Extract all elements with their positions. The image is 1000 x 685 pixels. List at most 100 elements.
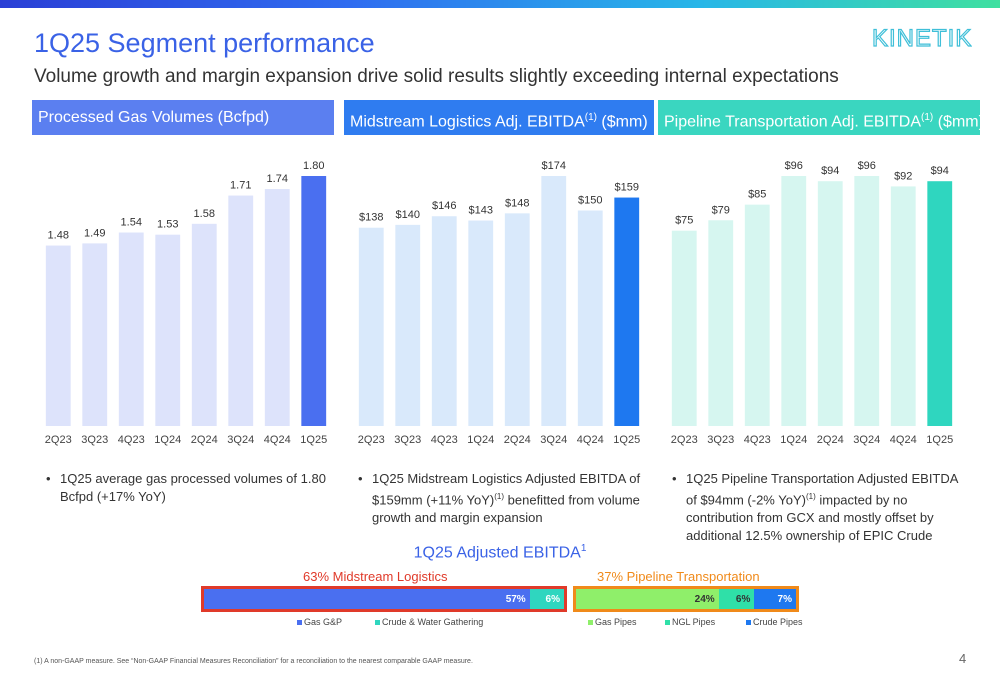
- x-tick-label-3Q24: 3Q24: [853, 434, 880, 446]
- legend-swatch: [588, 620, 593, 626]
- legend-gas-pipes: Gas Pipes: [588, 617, 637, 627]
- ebitda-mix-title-text: 1Q25 Adjusted EBITDA: [413, 544, 581, 562]
- gas-volumes-bullet: • 1Q25 average gas processed volumes of …: [46, 470, 336, 506]
- x-tick-label-1Q25: 1Q25: [613, 434, 640, 446]
- data-label-4Q23: 1.54: [121, 217, 142, 229]
- segment-ngl-pipes: 6%: [718, 589, 755, 609]
- slide-title: 1Q25 Segment performance: [34, 28, 375, 58]
- x-tick-label-3Q23: 3Q23: [81, 434, 108, 446]
- segment-gas-gp: 57%: [204, 589, 530, 609]
- x-tick-label-1Q24: 1Q24: [780, 434, 807, 446]
- top-gradient-bar: [0, 0, 1000, 8]
- data-label-4Q23: $146: [432, 200, 456, 212]
- legend-crude-pipes: Crude Pipes: [746, 617, 803, 627]
- panel-header-text: Processed Gas Volumes (Bcfpd): [38, 109, 270, 126]
- midstream-ebitda-chart: $138 2Q23 $140 3Q23 $146 4Q23 $143 1Q24 $148 2Q24…: [353, 148, 655, 456]
- bullet-text: 1Q25 Midstream Logistics Adjusted EBITDA…: [372, 471, 641, 508]
- bar-3Q24: [854, 176, 880, 426]
- pipeline-share-label: 37% Pipeline Transportation: [597, 569, 760, 584]
- x-tick-label-4Q23: 4Q23: [744, 434, 771, 446]
- footnote-marker: (1): [584, 112, 597, 123]
- panel-header-text: Midstream Logistics Adj. EBITDA: [350, 113, 585, 131]
- pipeline-ebitda-chart-svg: $75 2Q23 $79 3Q23 $85 4Q23 $96 1Q24 $94 2Q24 $96 3Q…: [671, 160, 953, 446]
- panel-header-gas-volumes: Processed Gas Volumes (Bcfpd): [32, 100, 334, 135]
- legend-swatch: [665, 620, 670, 626]
- midstream-stacked-bar: 57% 6%: [201, 586, 567, 612]
- legend-text: NGL Pipes: [672, 617, 716, 627]
- footnote-marker: (1): [805, 492, 816, 501]
- data-label-2Q24: 1.58: [194, 208, 215, 220]
- data-label-1Q24: 1.53: [157, 219, 178, 231]
- x-tick-label-4Q24: 4Q24: [577, 434, 604, 446]
- data-label-1Q25: $159: [615, 182, 639, 194]
- x-tick-label-1Q24: 1Q24: [467, 434, 494, 446]
- midstream-ebitda-chart-svg: $138 2Q23 $140 3Q23 $146 4Q23 $143 1Q24 $148 2Q24…: [358, 160, 640, 446]
- panel-header-midstream: Midstream Logistics Adj. EBITDA(1) ($mm): [344, 100, 654, 135]
- data-label-3Q24: 1.71: [230, 180, 251, 192]
- bar-3Q23: [82, 243, 108, 426]
- bar-4Q23: [744, 204, 770, 426]
- legend-crude-water: Crude & Water Gathering: [375, 617, 483, 627]
- footnote-marker: (1): [921, 112, 934, 123]
- bar-2Q23: [358, 227, 384, 426]
- data-label-4Q24: $150: [578, 194, 602, 206]
- panel-header-unit: ($mm): [933, 113, 984, 131]
- bar-1Q25: [927, 181, 953, 426]
- x-tick-label-2Q24: 2Q24: [817, 434, 844, 446]
- bullet-text: 1Q25 average gas processed volumes of 1.…: [60, 471, 326, 504]
- bar-4Q23: [118, 232, 144, 426]
- bullet-dot: •: [358, 471, 363, 486]
- data-label-2Q24: $94: [821, 165, 839, 177]
- bar-4Q24: [890, 186, 916, 426]
- bullet-dot: •: [46, 471, 51, 486]
- footnote: (1) A non-GAAP measure. See “Non-GAAP Fi…: [34, 658, 473, 665]
- midstream-share-label: 63% Midstream Logistics: [303, 569, 448, 584]
- bar-3Q23: [708, 220, 734, 426]
- x-tick-label-2Q24: 2Q24: [191, 434, 218, 446]
- x-tick-label-3Q24: 3Q24: [227, 434, 254, 446]
- bar-3Q24: [228, 195, 254, 426]
- data-label-3Q23: $140: [396, 209, 420, 221]
- gas-volumes-chart-svg: 1.48 2Q23 1.49 3Q23 1.54 4Q23 1.53 1Q24 1.58 2Q24…: [45, 160, 327, 446]
- data-label-4Q24: $92: [894, 170, 912, 182]
- legend-text: Gas G&P: [304, 617, 343, 627]
- bar-4Q24: [264, 189, 290, 426]
- bar-1Q25: [301, 176, 327, 426]
- legend-text: Gas Pipes: [595, 617, 637, 627]
- data-label-2Q23: 1.48: [48, 230, 69, 242]
- bar-2Q24: [817, 181, 843, 426]
- data-label-4Q24: 1.74: [267, 173, 288, 185]
- bullet-text-cont: impacted by no contribution from GCX and…: [686, 492, 934, 544]
- bar-2Q24: [504, 213, 530, 426]
- legend-swatch: [746, 620, 751, 626]
- data-label-2Q24: $148: [505, 197, 529, 209]
- ebitda-mix-title: 1Q25 Adjusted EBITDA1: [0, 543, 1000, 562]
- x-tick-label-4Q23: 4Q23: [431, 434, 458, 446]
- legend-text: Crude & Water Gathering: [382, 617, 484, 627]
- legend-ngl-pipes: NGL Pipes: [665, 617, 715, 627]
- data-label-4Q23: $85: [748, 189, 766, 201]
- bar-1Q24: [468, 220, 494, 426]
- x-tick-label-3Q24: 3Q24: [540, 434, 567, 446]
- legend-gas-gp: Gas G&P: [297, 617, 342, 627]
- data-label-3Q23: $79: [712, 204, 730, 216]
- bar-2Q23: [671, 230, 697, 426]
- bar-1Q25: [614, 197, 640, 426]
- bullet-dot: •: [672, 471, 677, 486]
- gas-volumes-chart: 1.48 2Q23 1.49 3Q23 1.54 4Q23 1.53 1Q24 1.58 2Q24…: [40, 148, 342, 456]
- bar-3Q23: [395, 224, 421, 426]
- segment-label: 6%: [545, 593, 560, 605]
- kinetik-logo: KINETIK: [872, 24, 972, 52]
- data-label-1Q24: $96: [785, 160, 803, 172]
- x-tick-label-4Q24: 4Q24: [264, 434, 291, 446]
- x-tick-label-2Q24: 2Q24: [504, 434, 531, 446]
- x-tick-label-4Q24: 4Q24: [890, 434, 917, 446]
- segment-crude-pipes: 7%: [754, 589, 796, 609]
- x-tick-label-4Q23: 4Q23: [118, 434, 145, 446]
- data-label-2Q23: $138: [359, 212, 383, 224]
- x-tick-label-2Q23: 2Q23: [671, 434, 698, 446]
- x-tick-label-3Q23: 3Q23: [394, 434, 421, 446]
- bullet-text-cont: benefitted from volume growth and margin…: [372, 492, 640, 526]
- panel-header-text: Pipeline Transportation Adj. EBITDA: [664, 113, 922, 131]
- bullet-text: 1Q25 Pipeline Transportation Adjusted EB…: [686, 471, 958, 508]
